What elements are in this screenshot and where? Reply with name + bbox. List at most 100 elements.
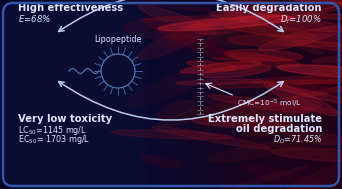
- Text: $D_i$=100%: $D_i$=100%: [280, 13, 322, 26]
- Bar: [199, 0, 202, 189]
- Ellipse shape: [159, 99, 256, 126]
- Bar: [257, 0, 260, 189]
- Ellipse shape: [190, 107, 304, 133]
- Text: High effectiveness: High effectiveness: [18, 3, 123, 13]
- Bar: [222, 0, 224, 189]
- Bar: [192, 0, 195, 189]
- Ellipse shape: [249, 77, 319, 111]
- Bar: [287, 0, 289, 189]
- Ellipse shape: [126, 67, 214, 107]
- Text: Lipopeptide: Lipopeptide: [94, 35, 142, 44]
- Text: EC$_{50}$= 1703 mg/L: EC$_{50}$= 1703 mg/L: [18, 133, 90, 146]
- Ellipse shape: [265, 125, 318, 152]
- Bar: [260, 0, 262, 189]
- Text: $D_O$=71.45%: $D_O$=71.45%: [273, 134, 322, 146]
- Bar: [207, 0, 210, 189]
- Bar: [247, 0, 250, 189]
- Ellipse shape: [293, 41, 342, 53]
- Bar: [245, 0, 247, 189]
- Ellipse shape: [191, 12, 260, 34]
- Bar: [279, 0, 282, 189]
- Ellipse shape: [124, 17, 220, 39]
- Ellipse shape: [209, 95, 310, 113]
- Ellipse shape: [145, 15, 286, 20]
- Ellipse shape: [140, 155, 182, 167]
- Ellipse shape: [217, 51, 294, 64]
- Bar: [252, 0, 254, 189]
- Bar: [267, 0, 269, 189]
- Bar: [182, 0, 184, 189]
- Bar: [322, 0, 325, 189]
- Bar: [220, 0, 222, 189]
- Bar: [149, 0, 152, 189]
- Bar: [300, 0, 302, 189]
- Ellipse shape: [137, 24, 210, 60]
- Bar: [187, 0, 189, 189]
- Ellipse shape: [289, 132, 342, 144]
- Ellipse shape: [202, 166, 309, 189]
- Ellipse shape: [187, 61, 237, 70]
- Ellipse shape: [184, 36, 266, 66]
- Text: oil degradation: oil degradation: [236, 124, 322, 134]
- Bar: [302, 0, 304, 189]
- Bar: [269, 0, 272, 189]
- Bar: [212, 0, 214, 189]
- Ellipse shape: [277, 65, 342, 79]
- Bar: [304, 0, 307, 189]
- Bar: [294, 0, 297, 189]
- Ellipse shape: [225, 50, 303, 61]
- FancyArrowPatch shape: [59, 0, 283, 31]
- Bar: [235, 0, 237, 189]
- Ellipse shape: [208, 76, 342, 88]
- Ellipse shape: [209, 11, 342, 32]
- Ellipse shape: [195, 93, 249, 109]
- Ellipse shape: [249, 2, 342, 19]
- Ellipse shape: [241, 0, 298, 22]
- Bar: [197, 0, 199, 189]
- Ellipse shape: [181, 61, 262, 73]
- Ellipse shape: [176, 79, 263, 85]
- Bar: [237, 0, 239, 189]
- Ellipse shape: [312, 54, 342, 63]
- Bar: [174, 0, 177, 189]
- Text: Easily degradation: Easily degradation: [216, 3, 322, 13]
- Bar: [210, 0, 212, 189]
- Ellipse shape: [238, 131, 342, 155]
- Text: Extremely stimulate: Extremely stimulate: [208, 114, 322, 124]
- Bar: [167, 0, 170, 189]
- Ellipse shape: [207, 141, 304, 162]
- Bar: [145, 0, 147, 189]
- Ellipse shape: [201, 65, 271, 78]
- Ellipse shape: [224, 98, 320, 120]
- Bar: [229, 0, 232, 189]
- Ellipse shape: [291, 0, 342, 4]
- Ellipse shape: [228, 34, 312, 46]
- Bar: [275, 0, 277, 189]
- Ellipse shape: [272, 148, 342, 162]
- Bar: [289, 0, 292, 189]
- Ellipse shape: [208, 22, 305, 45]
- Ellipse shape: [152, 126, 270, 149]
- Bar: [162, 0, 165, 189]
- Bar: [152, 0, 155, 189]
- Ellipse shape: [138, 5, 215, 35]
- Ellipse shape: [222, 1, 276, 17]
- FancyArrowPatch shape: [59, 81, 283, 120]
- Bar: [202, 0, 205, 189]
- Bar: [254, 0, 257, 189]
- Ellipse shape: [184, 15, 283, 27]
- Bar: [157, 0, 159, 189]
- Bar: [292, 0, 294, 189]
- Ellipse shape: [111, 130, 233, 139]
- FancyBboxPatch shape: [3, 3, 339, 186]
- Ellipse shape: [240, 18, 322, 54]
- Bar: [310, 0, 312, 189]
- Bar: [272, 0, 275, 189]
- Ellipse shape: [276, 163, 342, 189]
- Text: LC$_{50}$=1145 mg/L: LC$_{50}$=1145 mg/L: [18, 124, 87, 137]
- Ellipse shape: [154, 19, 213, 46]
- Bar: [180, 0, 182, 189]
- Ellipse shape: [303, 14, 342, 19]
- Ellipse shape: [223, 0, 284, 10]
- Ellipse shape: [259, 26, 342, 50]
